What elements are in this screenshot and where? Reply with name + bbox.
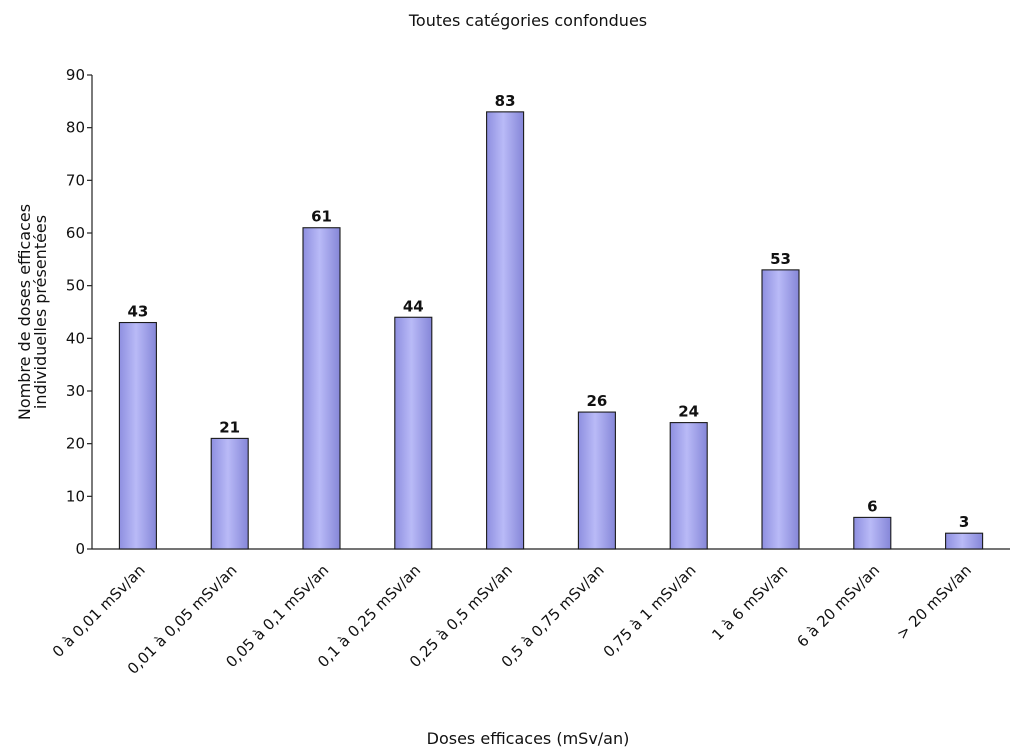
bar (302, 227, 341, 550)
y-tick-label: 40 (66, 329, 85, 347)
y-tick-label: 10 (66, 487, 85, 505)
x-tick-label: 0,25 à 0,5 mSv/an (406, 561, 516, 671)
data-label: 43 (127, 303, 148, 321)
x-tick-label: 6 à 20 mSv/an (793, 561, 883, 651)
data-label: 83 (495, 92, 516, 110)
data-label: 26 (586, 392, 607, 410)
y-tick-label: 80 (66, 119, 85, 137)
data-label: 21 (219, 418, 240, 436)
data-label: 24 (678, 403, 699, 421)
y-axis-title-line-2: individuelles présentées (31, 215, 50, 409)
data-label: 61 (311, 208, 332, 226)
y-tick-label: 60 (66, 224, 85, 242)
data-label: 53 (770, 250, 791, 268)
x-tick-label: 0,5 à 0,75 mSv/an (498, 561, 608, 671)
chart-title: Toutes catégories confondues (408, 11, 647, 30)
y-tick-label: 30 (66, 382, 85, 400)
y-tick-label: 70 (66, 171, 85, 189)
x-tick-label: 0,05 à 0,1 mSv/an (222, 561, 332, 671)
bar (210, 437, 249, 550)
bar (486, 111, 525, 550)
bar (669, 422, 708, 550)
y-tick-label: 20 (66, 435, 85, 453)
y-axis-title: Nombre de doses efficaces individuelles … (15, 204, 50, 420)
x-tick-label: 0,1 à 0,25 mSv/an (314, 561, 424, 671)
bar (945, 532, 984, 550)
x-tick-label: 0,75 à 1 mSv/an (600, 561, 700, 661)
data-label: 3 (959, 513, 969, 531)
y-tick-label: 0 (75, 540, 85, 558)
x-tick-label: 1 à 6 mSv/an (708, 561, 791, 644)
bar (577, 411, 616, 550)
data-label: 44 (403, 297, 424, 315)
bar (853, 516, 892, 550)
bar (761, 269, 800, 550)
x-axis-title: Doses efficaces (mSv/an) (427, 729, 630, 748)
data-label: 6 (867, 497, 877, 515)
y-tick-label: 90 (66, 66, 85, 84)
plot-area: 0 10 20 30 40 50 60 70 80 90 43 0 à 0,01 mSv/an 21 0,… (49, 66, 1010, 678)
bar (394, 316, 433, 550)
bar (118, 321, 157, 550)
y-tick-label: 50 (66, 277, 85, 295)
x-tick-label: > 20 mSv/an (893, 561, 975, 643)
x-tick-label: 0 à 0,01 mSv/an (49, 561, 149, 661)
y-axis-title-line-1: Nombre de doses efficaces (15, 204, 34, 420)
